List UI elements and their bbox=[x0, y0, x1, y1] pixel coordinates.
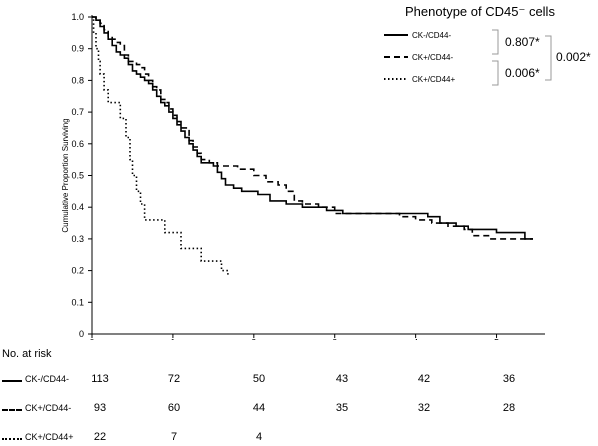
x-tick-label: 5 bbox=[494, 337, 499, 340]
survival-chart: 00.10.20.30.40.50.60.70.80.91.0012345Tim… bbox=[61, 4, 591, 340]
risk-row-label: CK-/CD44- bbox=[25, 374, 70, 384]
y-tick-label: 0.9 bbox=[71, 44, 84, 54]
risk-row: CK+/CD44- 93 60 44 35 32 28 bbox=[0, 402, 598, 417]
p-value-cd44-neg-vs-cd44-pos: 0.006* bbox=[505, 66, 540, 80]
y-tick-label: 0.1 bbox=[71, 297, 84, 307]
y-tick-label: 0.7 bbox=[71, 107, 84, 117]
risk-row-label: CK+/CD44- bbox=[25, 403, 72, 413]
risk-count: 32 bbox=[417, 402, 431, 414]
legend-title: Phenotype of CD45⁻ cells bbox=[405, 4, 555, 19]
bracket-inner-bottom bbox=[492, 60, 499, 86]
y-tick-label: 0.6 bbox=[71, 139, 84, 149]
risk-count: 36 bbox=[502, 373, 516, 385]
risk-count: 43 bbox=[335, 373, 349, 385]
x-tick-label: 3 bbox=[332, 337, 337, 340]
risk-row-line-sample bbox=[2, 409, 22, 411]
y-tick-label: 0.8 bbox=[71, 75, 84, 85]
legend: Phenotype of CD45⁻ cells CK-/CD44- CK+/C… bbox=[384, 4, 591, 86]
y-axis-label: Cumulative Proportion Surviving bbox=[61, 118, 70, 232]
y-tick-label: 1.0 bbox=[71, 12, 84, 22]
survival-curve-ck-pos-cd44-neg bbox=[92, 16, 533, 240]
risk-row: CK-/CD44- 113 72 50 43 42 36 bbox=[0, 373, 598, 388]
bracket-inner-top bbox=[492, 29, 499, 55]
survival-curve-ck-neg-cd44-neg bbox=[92, 16, 533, 240]
risk-count: 4 bbox=[255, 431, 263, 443]
legend-label-ck-pos-cd44-pos: CK+/CD44+ bbox=[412, 75, 455, 84]
risk-row-line-sample bbox=[2, 380, 22, 382]
y-tick-label: 0 bbox=[79, 329, 84, 339]
y-tick-label: 0.3 bbox=[71, 234, 84, 244]
risk-count: 35 bbox=[335, 402, 349, 414]
risk-row-line-sample bbox=[2, 438, 22, 440]
y-tick-label: 0.5 bbox=[71, 171, 84, 181]
risk-count: 28 bbox=[502, 402, 516, 414]
x-tick-label: 2 bbox=[251, 337, 256, 340]
risk-row: CK+/CD44+ 22 7 4 bbox=[0, 431, 598, 446]
risk-count: 42 bbox=[417, 373, 431, 385]
risk-count: 93 bbox=[93, 402, 107, 414]
legend-label-ck-pos-cd44-neg: CK+/CD44- bbox=[412, 53, 453, 62]
risk-count: 44 bbox=[252, 402, 266, 414]
survival-curve-ck-pos-cd44-pos bbox=[92, 16, 229, 277]
x-tick-label: 4 bbox=[413, 337, 418, 340]
chart-axes: 00.10.20.30.40.50.60.70.80.91.0012345Tim… bbox=[61, 12, 545, 340]
risk-count: 22 bbox=[93, 431, 107, 443]
legend-label-ck-neg-cd44-neg: CK-/CD44- bbox=[412, 31, 451, 40]
x-tick-label: 1 bbox=[170, 337, 175, 340]
x-tick-label: 0 bbox=[89, 337, 94, 340]
y-tick-label: 0.4 bbox=[71, 202, 84, 212]
risk-count: 7 bbox=[170, 431, 178, 443]
risk-count: 113 bbox=[91, 373, 109, 385]
risk-count: 72 bbox=[167, 373, 181, 385]
risk-row-label: CK+/CD44+ bbox=[25, 432, 74, 442]
number-at-risk-title: No. at risk bbox=[2, 348, 52, 360]
p-value-overall: 0.002* bbox=[556, 50, 591, 64]
y-tick-label: 0.2 bbox=[71, 266, 84, 276]
survival-curves bbox=[92, 16, 533, 277]
risk-count: 60 bbox=[167, 402, 181, 414]
risk-count: 50 bbox=[252, 373, 266, 385]
bracket-outer bbox=[545, 35, 552, 81]
p-value-ck-neg-vs-ck-pos: 0.807* bbox=[505, 35, 540, 49]
